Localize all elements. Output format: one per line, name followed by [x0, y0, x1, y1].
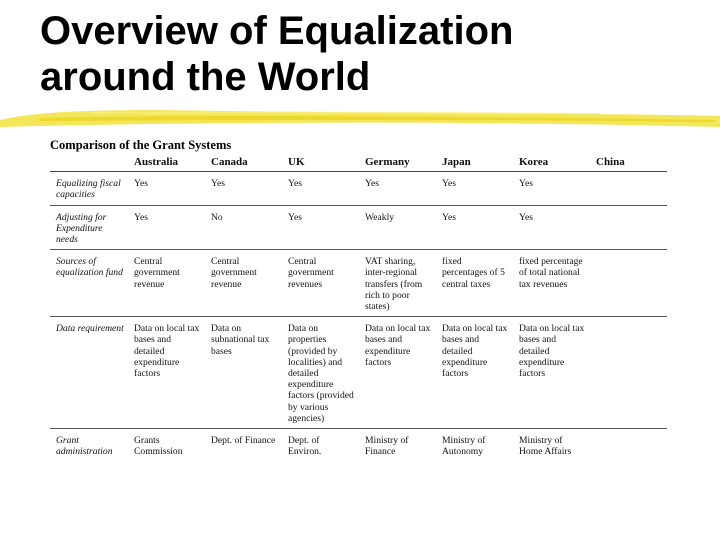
grant-systems-table: Australia Canada UK Germany Japan Korea …	[50, 155, 667, 461]
table-cell: Yes	[282, 171, 359, 206]
row-label: Grant administration	[56, 435, 113, 458]
table-cell: Data on local tax bases and detailed exp…	[436, 316, 513, 430]
slide-title-line-1: Overview of Equalization	[40, 9, 514, 53]
table-cell: Data on local tax bases and detailed exp…	[128, 316, 205, 430]
header-corner-cell	[50, 155, 128, 173]
table-cell	[590, 171, 667, 206]
table-cell: Central government revenue	[128, 249, 205, 318]
table-cell	[590, 249, 667, 318]
column-header: Japan	[436, 155, 513, 173]
table-cell: Weakly	[359, 205, 436, 251]
table-cell	[590, 205, 667, 251]
table-cell: Dept. of Environ.	[288, 435, 322, 458]
table-cell	[590, 316, 667, 430]
row-label: Sources of equalization fund	[50, 249, 128, 318]
table-row: Grant administration Grants Commission D…	[50, 429, 667, 462]
table-row: Data requirement Data on local tax bases…	[50, 316, 667, 430]
table-row: Adjusting for Expenditure needs Yes No Y…	[50, 205, 667, 251]
table-header-row: Australia Canada UK Germany Japan Korea …	[50, 155, 667, 173]
table-cell: Yes	[128, 171, 205, 206]
table-cell: Yes	[436, 171, 513, 206]
table-cell: Data on local tax bases and detailed exp…	[513, 316, 590, 430]
table-cell: fixed percentages of 5 central taxes	[436, 249, 513, 318]
table-cell: No	[205, 205, 282, 251]
table-cell: Ministry of Finance	[365, 435, 409, 458]
table-cell: Central government revenue	[205, 249, 282, 318]
table-cell: Dept. of Finance	[211, 435, 276, 447]
slide-title-line-2: around the World	[40, 55, 371, 99]
table-cell: Yes	[436, 205, 513, 251]
table-cell: fixed percentage of total national tax r…	[513, 249, 590, 318]
table-cell: Data on local tax bases and expenditure …	[359, 316, 436, 430]
column-header: Korea	[513, 155, 590, 173]
table-cell: Ministry of Autonomy	[442, 435, 486, 458]
table-cell: Yes	[513, 171, 590, 206]
slide-title: Overview of Equalization around the Worl…	[40, 8, 700, 100]
table-cell: Data on properties (provided by localiti…	[282, 316, 359, 430]
column-header: China	[590, 155, 667, 173]
table-row: Sources of equalization fund Central gov…	[50, 249, 667, 318]
table-cell: Grants Commission	[134, 435, 183, 458]
column-header: Australia	[128, 155, 205, 173]
row-label: Data requirement	[50, 316, 128, 430]
column-header: UK	[282, 155, 359, 173]
column-header: Germany	[359, 155, 436, 173]
title-underline-brush-stroke	[0, 110, 720, 127]
table-heading: Comparison of the Grant Systems	[50, 138, 232, 152]
row-label: Equalizing fiscal capacities	[50, 171, 128, 206]
column-header: Canada	[205, 155, 282, 173]
table-cell: Yes	[282, 205, 359, 251]
table-cell: VAT sharing, inter-regional transfers (f…	[359, 249, 436, 318]
table-cell: Yes	[359, 171, 436, 206]
row-label: Adjusting for Expenditure needs	[50, 205, 128, 251]
table-cell: Data on subnational tax bases	[205, 316, 282, 430]
table-cell: Yes	[513, 205, 590, 251]
table-cell: Yes	[128, 205, 205, 251]
table-row: Equalizing fiscal capacities Yes Yes Yes…	[50, 171, 667, 206]
table-cell: Central government revenues	[282, 249, 359, 318]
table-cell: Ministry of Home Affairs	[519, 435, 572, 458]
table-cell: Yes	[205, 171, 282, 206]
table-cell	[590, 429, 667, 462]
